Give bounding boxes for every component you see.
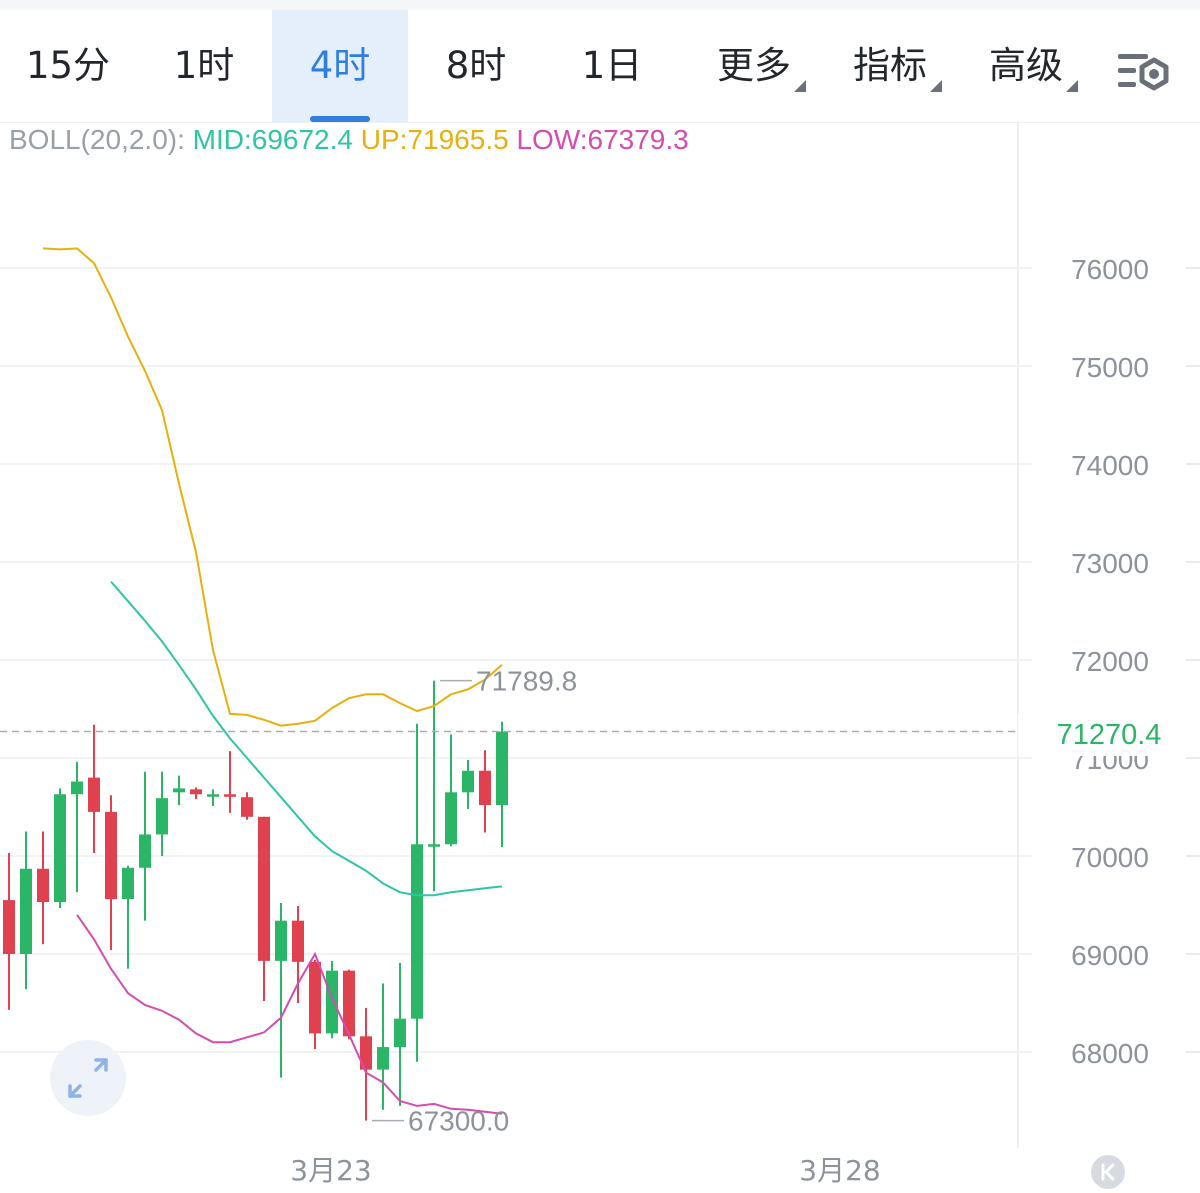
candle-body	[122, 867, 134, 900]
low-price-label: 67300.0	[408, 1106, 509, 1137]
tab-label: 1日	[581, 44, 643, 87]
candle-body	[462, 770, 474, 793]
timeframe-tabs: 15分 1时 4时 8时 1日 更多 指标 高级	[0, 10, 1200, 123]
y-axis-labels: 6800069000700007100072000730007400075000…	[1071, 254, 1149, 1069]
y-tick-label: 70000	[1071, 842, 1149, 873]
chart-settings-button[interactable]	[1112, 48, 1174, 104]
candle-body	[71, 781, 83, 795]
tab-label: 8时	[445, 44, 507, 87]
candle-body	[428, 844, 440, 847]
dropdown-caret-icon	[794, 80, 806, 92]
candle-body	[275, 920, 287, 961]
x-tick-label: 3月23	[290, 1154, 371, 1187]
bollinger-bands	[42, 247, 503, 1115]
tab-4hour[interactable]: 4时	[272, 10, 408, 122]
boll-up-value: UP:71965.5	[360, 124, 509, 155]
candle-body	[105, 811, 117, 900]
candle-body	[3, 900, 15, 954]
boll-low-value: LOW:67379.3	[516, 124, 689, 155]
y-tick-label: 73000	[1071, 548, 1149, 579]
x-axis-labels: 3月23 3月28	[290, 1154, 880, 1187]
current-price-label: 71270.4	[1018, 714, 1200, 756]
candle-body	[224, 794, 236, 797]
candle-body	[326, 970, 338, 1034]
boll-indicator-legend: BOLL(20,2.0): MID:69672.4 UP:71965.5 LOW…	[9, 124, 689, 156]
y-tick-label: 76000	[1071, 254, 1149, 285]
candlestick-chart[interactable]: 6800069000700007100072000730007400075000…	[0, 122, 1200, 1188]
boll-lower-line	[76, 914, 503, 1115]
boll-upper-line	[42, 247, 503, 727]
candle-body	[411, 844, 423, 1019]
candle-body	[360, 1036, 372, 1070]
fullscreen-button[interactable]	[50, 1040, 126, 1116]
expand-arrows-icon	[68, 1058, 108, 1098]
tab-label: 15分	[25, 44, 111, 87]
candle-body	[139, 834, 151, 868]
candle-body	[479, 770, 491, 806]
candle-body	[207, 794, 219, 797]
candle-body	[343, 970, 355, 1037]
x-tick-label: 3月28	[799, 1154, 880, 1187]
candle-body	[309, 961, 321, 1034]
y-tick-label: 72000	[1071, 646, 1149, 677]
candle-body	[292, 920, 304, 962]
tab-1day[interactable]: 1日	[544, 10, 680, 122]
price-annotations: 71789.8 67300.0	[0, 666, 1018, 1137]
tab-label: 高级	[989, 44, 1063, 87]
chart-settings-icon	[1118, 54, 1169, 91]
tab-label: 指标	[853, 44, 927, 87]
tab-label: 1时	[173, 44, 235, 87]
dropdown-caret-icon	[930, 80, 942, 92]
y-tick-label: 68000	[1071, 1038, 1149, 1069]
boll-mid-value: MID:69672.4	[192, 124, 353, 155]
grid-lines	[0, 267, 1200, 1053]
y-tick-label: 69000	[1071, 940, 1149, 971]
candle-body	[156, 798, 168, 835]
y-tick-label: 75000	[1071, 352, 1149, 383]
candles	[3, 680, 508, 1121]
candle-body	[88, 777, 100, 812]
tab-label: 更多	[717, 44, 791, 87]
candle-body	[241, 797, 253, 817]
y-tick-label: 74000	[1071, 450, 1149, 481]
candle-body	[190, 789, 202, 795]
tab-15min[interactable]: 15分	[0, 10, 136, 122]
tab-indicators[interactable]: 指标	[840, 10, 942, 122]
candle-body	[54, 794, 66, 903]
candle-body	[496, 731, 508, 806]
high-price-label: 71789.8	[476, 666, 577, 697]
candle-body	[445, 792, 457, 845]
boll-label: BOLL(20,2.0):	[9, 124, 185, 155]
scroll-to-latest-button[interactable]	[1091, 1155, 1125, 1189]
dropdown-caret-icon	[1066, 80, 1078, 92]
skip-back-icon	[1101, 1163, 1115, 1181]
candle-body	[173, 788, 185, 793]
tab-more[interactable]: 更多	[704, 10, 806, 122]
tab-label: 4时	[309, 44, 371, 87]
active-tab-indicator	[310, 116, 370, 122]
candle-body	[258, 816, 270, 961]
candle-body	[20, 868, 32, 954]
tab-advanced[interactable]: 高级	[976, 10, 1078, 122]
tab-1hour[interactable]: 1时	[136, 10, 272, 122]
tab-8hour[interactable]: 8时	[408, 10, 544, 122]
top-strip	[0, 0, 1200, 10]
boll-mid-line	[110, 580, 503, 897]
candle-body	[394, 1018, 406, 1048]
candle-body	[377, 1047, 389, 1070]
candle-body	[37, 868, 49, 903]
